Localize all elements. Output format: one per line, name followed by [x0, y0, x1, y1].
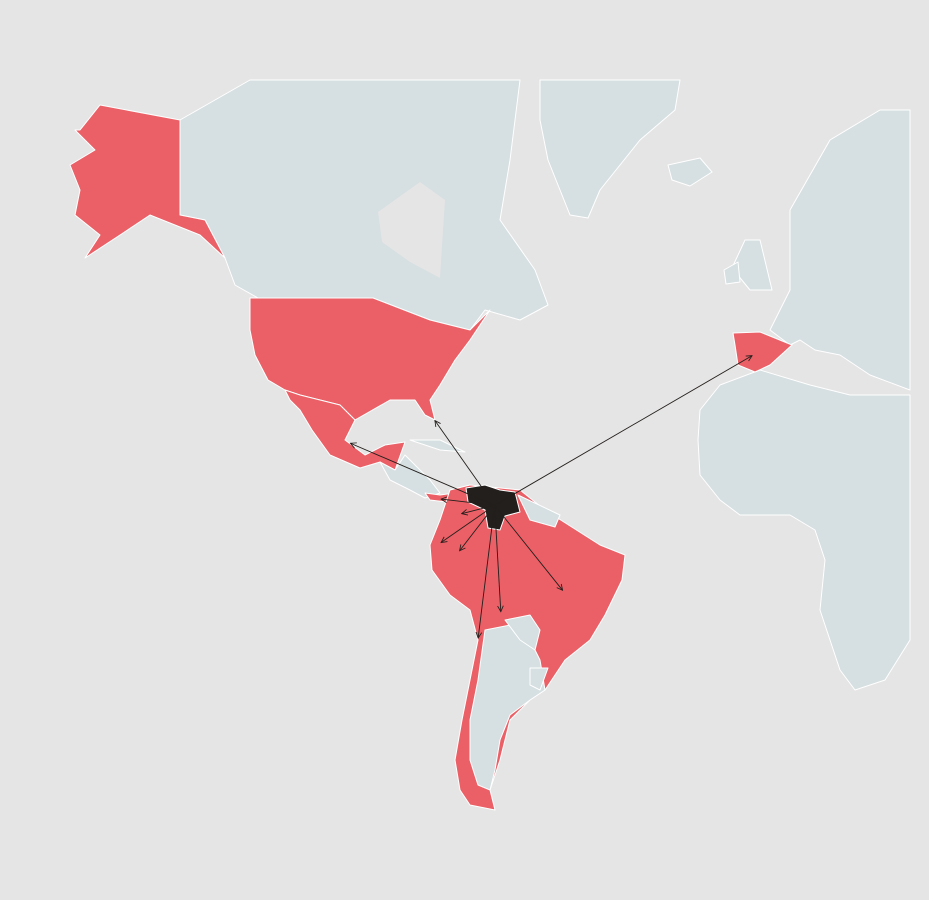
country-guianas [517, 494, 561, 528]
country-uk [731, 239, 773, 291]
flow-arrow-8 [478, 505, 496, 638]
flow-arrow-0 [435, 421, 495, 506]
land-layer [69, 79, 911, 811]
country-cuba [409, 439, 466, 453]
flow-arrow-9 [494, 505, 563, 590]
country-ireland [723, 261, 741, 285]
country-iceland [667, 157, 713, 187]
country-alaska [69, 104, 226, 259]
country-greenland [539, 79, 681, 219]
flow-arrow-4 [462, 504, 495, 513]
flow-arrow-7 [494, 505, 501, 611]
flow-arrow-5 [441, 504, 495, 542]
country-mexico [284, 389, 406, 471]
country-paraguay [504, 614, 541, 651]
flow-arrow-1 [350, 443, 495, 506]
flow-arrow-3 [441, 499, 495, 506]
flow-arrow-6 [460, 505, 495, 550]
flow-arrows [350, 356, 752, 638]
country-uruguay [529, 667, 549, 691]
country-usa [249, 297, 491, 421]
flow-arrow-2 [494, 356, 753, 506]
country-europe [769, 109, 911, 391]
country-africa [697, 369, 911, 691]
country-canada [179, 79, 549, 331]
country-hudson-bay [378, 182, 445, 278]
country-spain [732, 331, 793, 373]
country-central-america [379, 454, 441, 499]
